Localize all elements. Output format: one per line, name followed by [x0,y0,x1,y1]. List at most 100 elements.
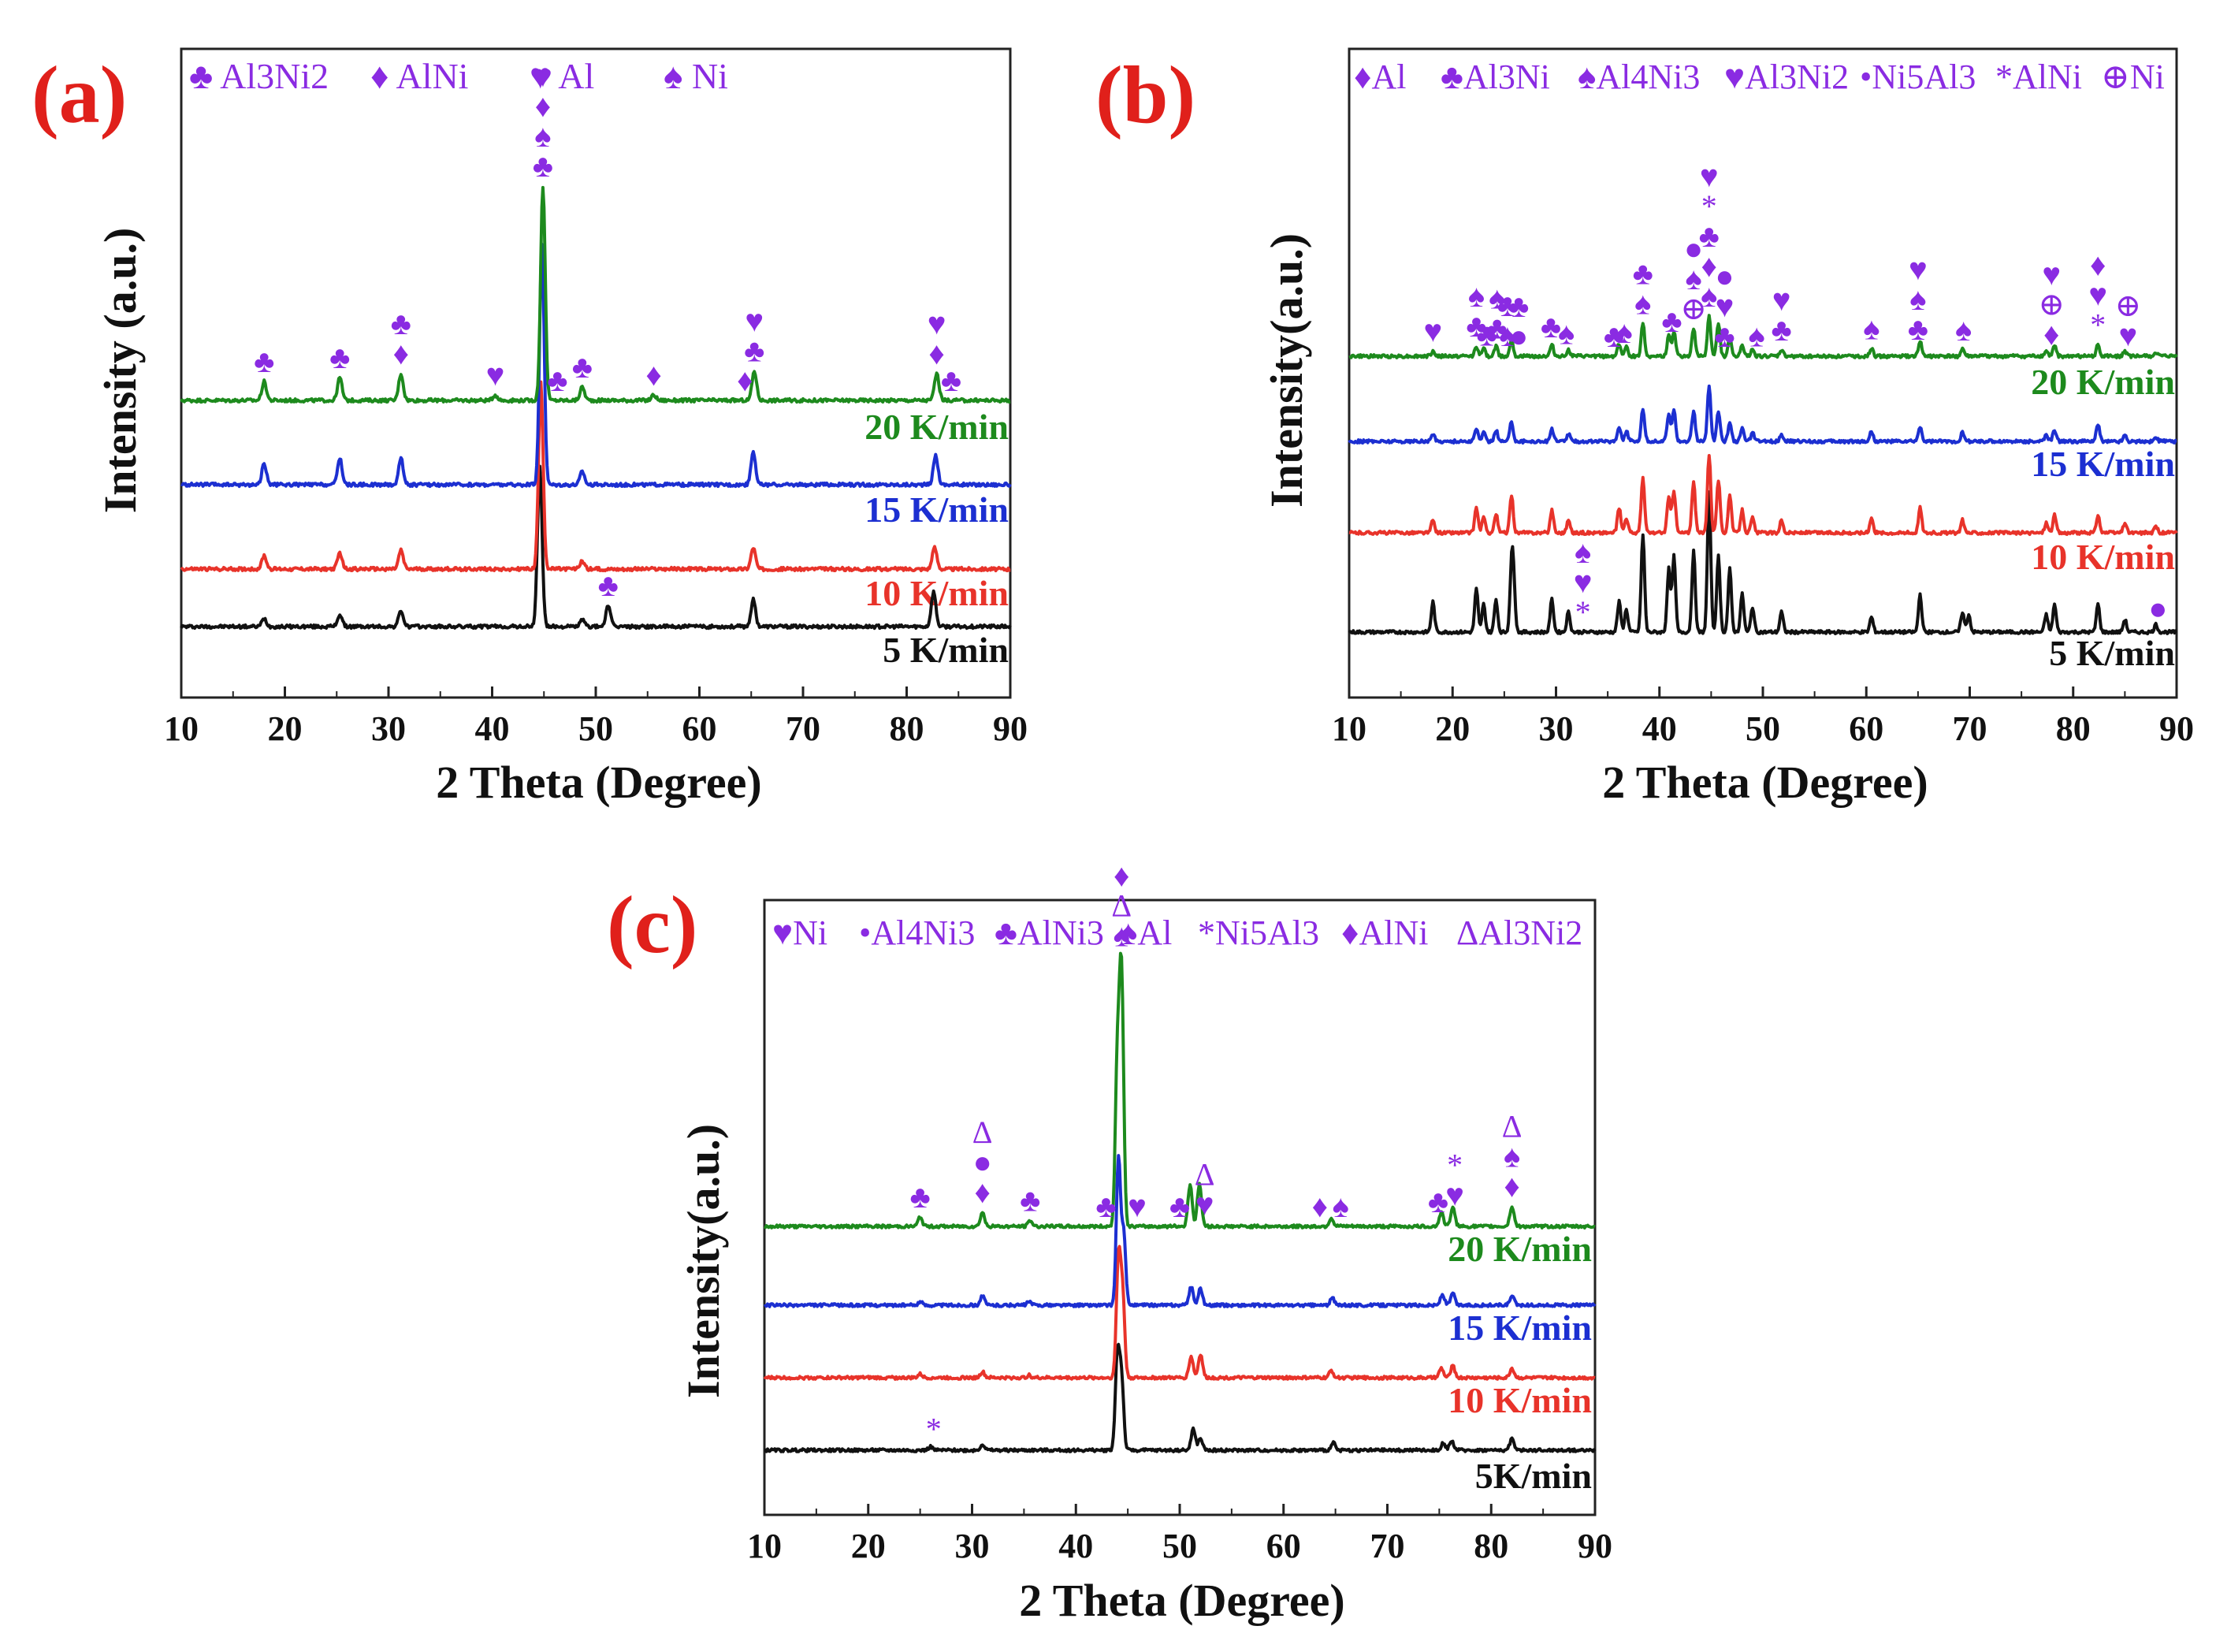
panel-b-legend-3: ♥Al3Ni2 [1724,58,1849,96]
peak-marker-club: ♣ [1699,218,1720,254]
peak-marker-club: ♣ [254,344,274,379]
panel-c-legend-6-label: Al3Ni2 [1478,913,1582,952]
peak-marker-club: ♣ [572,349,593,385]
x-tick-label: 20 [851,1527,886,1565]
panel-b-legend-4: •Ni5Al3 [1860,58,1976,96]
peak-marker-spade: ♠ [534,118,551,154]
series-line-10kmin [1348,454,2178,536]
peak-marker-diamond: ♦ [928,336,944,371]
peak-marker-star: * [1701,188,1717,224]
panel-c-series-label-5: 5K/min [1475,1456,1592,1496]
peak-marker-heart: ♥ [2118,318,2137,353]
peak-marker-spade: ♠ [1489,280,1505,315]
x-tick-label: 70 [1370,1527,1405,1565]
peak-marker-dot: ● [1684,231,1703,266]
panel-c-ylabel: Intensity(a.u.) [678,1124,729,1398]
peak-marker-club: ♣ [1508,288,1529,324]
peak-marker-heart: ♥ [1716,288,1735,324]
peak-marker-spade: ♠ [1499,318,1515,353]
peak-marker-club: ♣ [1428,1184,1448,1219]
x-tick-label: 90 [993,709,1028,748]
panel-a-legend-0-label: Al3Ni2 [220,56,329,96]
x-tick-label: 10 [747,1527,782,1565]
peak-marker-club: ♣ [1466,308,1486,344]
peak-marker-spade: ♠ [1955,312,1972,348]
panel-b-legend-5-label: AlNi [2013,58,2082,96]
peak-marker-club: ♣ [1541,309,1561,344]
series-line-15kmin [180,242,1012,489]
series-line-20kmin [1348,314,2178,359]
panel-c-xlabel: 2 Theta (Degree) [1019,1575,1344,1626]
peak-marker-heart: ♥ [1195,1187,1214,1222]
panel-c-legend-0-label: Ni [793,913,827,952]
peak-marker-club: ♣ [1661,303,1682,339]
peak-marker-club: ♣ [1772,312,1792,348]
peak-marker-club: ♣ [1095,1189,1116,1224]
peak-marker-heart: ♥ [534,58,552,94]
peak-marker-diamond: ♦ [645,357,661,393]
series-line-5kmin [764,1342,1597,1453]
x-tick-label: 60 [682,709,717,748]
x-tick-label: 80 [890,709,924,748]
series-line-15kmin [763,1154,1597,1308]
panel-b-legend-1-label: Al3Ni [1463,58,1550,96]
peak-marker-delta: Δ [1195,1157,1215,1192]
x-tick-label: 70 [1953,709,1987,748]
panel-c-legend-0: ♥Ni [772,913,827,952]
panel-b-series-label-5: 5 K/min [2049,633,2175,673]
peak-marker-diamond: ♦ [974,1174,990,1210]
peak-marker-diamond: ♦ [1312,1189,1328,1224]
panel-a-legend-1-label: AlNi [396,56,468,96]
peak-marker-club: ♣ [547,363,567,398]
peak-marker-spade: ♠ [1114,918,1130,954]
peak-marker-delta: Δ [972,1114,993,1150]
x-tick-label: 30 [955,1527,990,1565]
panel-b-label: (b) [1095,50,1195,140]
series-line-10kmin [180,380,1011,573]
peak-marker-spade: ♠ [1575,534,1591,570]
peak-marker-star: * [1447,1147,1463,1182]
series-line-10kmin [763,1245,1596,1381]
peak-marker-dot: ● [1509,318,1528,354]
series-line-20kmin [763,951,1596,1230]
panel-b-legend-6-label: Ni [2130,58,2165,96]
panel-c-legend-6: ΔAl3Ni2 [1456,913,1582,952]
peak-marker-heart: ♥ [745,303,764,339]
peak-marker-dot: ● [1715,259,1734,294]
x-tick-label: 80 [2056,709,2091,748]
peak-marker-spade: ♠ [1634,285,1651,321]
x-tick-label: 60 [1266,1527,1301,1565]
peak-marker-heart: ♥ [1574,564,1593,600]
panel-c-legend-5-label: AlNi [1359,913,1428,952]
x-tick-label: 40 [475,709,510,748]
peak-marker-spade: ♠ [1468,278,1485,314]
series-line-15kmin [1348,384,2177,445]
peak-marker-diamond: ♦ [2090,247,2106,283]
peak-marker-star: * [2090,307,2106,343]
panel-a: (a) Intensity (a.u.) 2 Theta (Degree) ♣ … [32,47,1028,808]
panel-b: (b) Intensity(a.u.) 2 Theta (Degree) ♦Al… [1095,47,2194,808]
peak-marker-spade: ♠ [1685,261,1701,296]
peak-marker-club: ♣ [1714,318,1735,354]
peak-marker-club: ♣ [744,333,764,369]
panel-c-legend-1: •Al4Ni3 [859,913,975,952]
panel-a-series-label-15: 15 K/min [864,489,1009,530]
panel-c-legend-4-label: Ni5Al3 [1215,913,1319,952]
x-tick-label: 30 [1539,709,1574,748]
x-tick-label: 90 [1578,1527,1612,1565]
peak-marker-delta: Δ [1111,888,1132,924]
x-tick-label: 30 [371,709,406,748]
panel-b-series-label-10: 10 K/min [2031,537,2175,577]
peak-marker-delta: Δ [1502,1109,1523,1144]
peak-marker-club: ♣ [1020,1183,1040,1219]
peak-marker-diamond: ♦ [737,363,753,398]
panel-a-legend-2-label: Al [558,56,594,96]
panel-a-legend-3: ♠ Ni [664,56,728,96]
peak-marker-spade: ♠ [1616,314,1633,350]
series-line-5kmin [180,464,1012,631]
peak-marker-diamond: ♦ [2043,317,2059,352]
panel-a-series-label-5: 5 K/min [883,630,1009,670]
peak-marker-club: ♣ [1633,255,1653,291]
peak-marker-diamond: ♦ [393,336,409,371]
